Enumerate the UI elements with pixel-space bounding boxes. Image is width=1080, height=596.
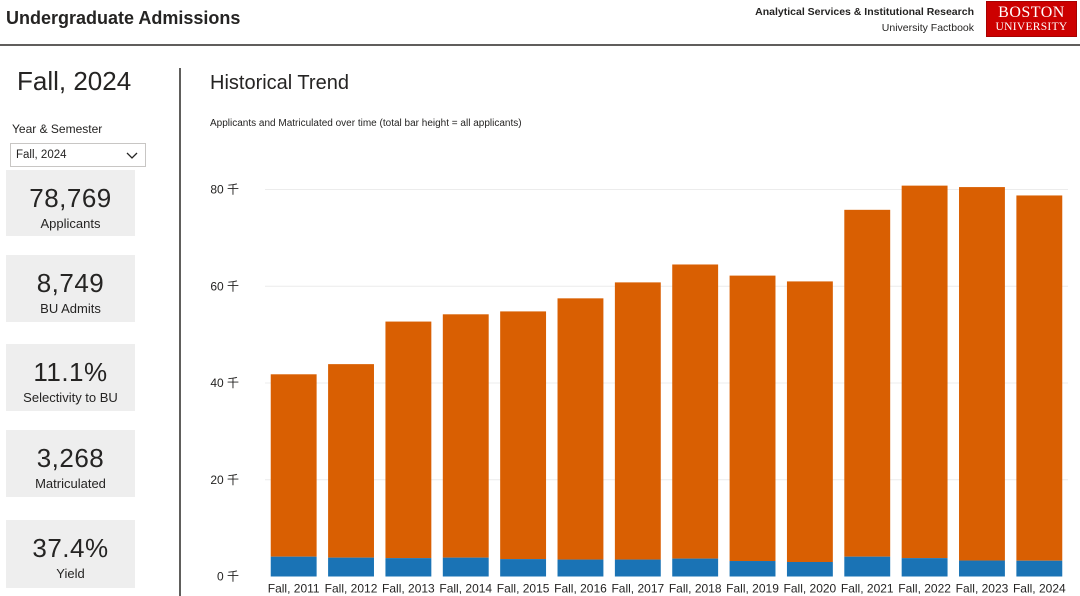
- page-title: Undergraduate Admissions: [6, 8, 241, 28]
- matriculated-bar: [786, 561, 833, 577]
- x-tick-label: Fall, 2011: [268, 582, 320, 596]
- kpi-label: Yield: [56, 566, 85, 581]
- kpi-label: BU Admits: [40, 301, 101, 316]
- historical-trend-chart: 0 千 20 千 40 千 60 千 80 千 Fall, 2011 Fall, 2012 F…: [210, 183, 1068, 596]
- kpi-card-selectivity: 11.1% Selectivity to BU: [6, 344, 135, 411]
- org-info: Analytical Services & Institutional Rese…: [755, 4, 974, 36]
- matriculated-bar: [901, 558, 948, 577]
- applicants-bar: [614, 282, 661, 560]
- x-tick-label: Fall, 2018: [669, 582, 722, 596]
- applicants-bar: [270, 374, 317, 557]
- x-tick-label: Fall, 2021: [841, 582, 894, 596]
- applicants-bar: [1016, 195, 1063, 561]
- boston-university-logo: BOSTON UNIVERSITY: [986, 1, 1077, 37]
- chevron-down-icon: [126, 152, 138, 159]
- x-tick-label: Fall, 2020: [784, 582, 837, 596]
- x-tick-label: Fall, 2012: [325, 582, 378, 596]
- matriculated-bar: [844, 556, 891, 577]
- x-tick-label: Fall, 2023: [956, 582, 1009, 596]
- kpi-label: Selectivity to BU: [23, 390, 118, 405]
- matriculated-bar: [328, 557, 374, 577]
- y-tick-label: 80 千: [210, 183, 239, 197]
- matriculated-bar: [270, 556, 317, 577]
- x-tick-label: Fall, 2019: [726, 582, 779, 596]
- applicants-bar: [328, 364, 374, 558]
- y-tick-label: 60 千: [210, 279, 239, 293]
- x-tick-label: Fall, 2013: [382, 582, 435, 596]
- y-tick-label: 20 千: [210, 473, 239, 487]
- applicants-bar: [672, 264, 719, 559]
- kpi-value: 11.1%: [33, 357, 108, 387]
- matriculated-bar: [729, 561, 776, 577]
- applicants-bar: [844, 209, 891, 557]
- matriculated-bar: [385, 558, 432, 577]
- kpi-label: Applicants: [40, 216, 101, 231]
- matriculated-bar: [959, 560, 1005, 577]
- chart-title: Historical Trend: [210, 72, 349, 94]
- selected-semester-heading: Fall, 2024: [17, 66, 132, 96]
- applicants-bar: [959, 187, 1005, 561]
- kpi-label: Matriculated: [35, 476, 106, 491]
- kpi-value: 37.4%: [32, 533, 109, 563]
- kpi-value: 78,769: [29, 183, 112, 213]
- kpi-value: 8,749: [36, 268, 105, 298]
- applicants-bar: [786, 281, 833, 562]
- applicants-bar: [729, 275, 776, 562]
- applicants-bar: [500, 311, 547, 560]
- org-name: Analytical Services & Institutional Rese…: [755, 6, 974, 18]
- chart-subtitle: Applicants and Matriculated over time (t…: [210, 118, 522, 129]
- kpi-card-yield: 37.4% Yield: [6, 520, 135, 588]
- x-tick-label: Fall, 2024: [1013, 582, 1066, 596]
- applicants-bar: [557, 298, 604, 560]
- year-semester-dropdown[interactable]: Fall, 2024: [10, 143, 146, 167]
- dropdown-value: Fall, 2024: [16, 149, 67, 161]
- header-bar: Undergraduate Admissions Analytical Serv…: [0, 0, 1080, 44]
- logo-word-university: UNIVERSITY: [995, 21, 1068, 33]
- y-tick-label: 0 千: [217, 570, 239, 584]
- x-tick-label: Fall, 2017: [611, 582, 664, 596]
- factbook-label: University Factbook: [881, 22, 974, 34]
- matriculated-bar: [557, 559, 604, 577]
- y-tick-label: 40 千: [210, 376, 239, 390]
- x-tick-label: Fall, 2014: [439, 582, 492, 596]
- sidebar: Fall, 2024 Year & Semester Fall, 2024 78…: [0, 46, 170, 596]
- header-divider: [0, 44, 1080, 46]
- matriculated-bar: [614, 559, 661, 577]
- matriculated-bar: [500, 559, 547, 577]
- applicants-bar: [385, 321, 432, 559]
- applicants-bar: [901, 185, 948, 559]
- kpi-card-applicants: 78,769 Applicants: [6, 170, 135, 236]
- kpi-card-bu-admits: 8,749 BU Admits: [6, 255, 135, 322]
- matriculated-bar: [1016, 560, 1063, 577]
- kpi-card-matriculated: 3,268 Matriculated: [6, 430, 135, 497]
- kpi-value: 3,268: [36, 443, 105, 473]
- section-divider: [179, 68, 181, 596]
- x-tick-label: Fall, 2022: [898, 582, 951, 596]
- logo-word-boston: BOSTON: [998, 4, 1065, 21]
- slicer-label: Year & Semester: [12, 122, 103, 136]
- x-tick-label: Fall, 2015: [497, 582, 550, 596]
- applicants-bar: [442, 314, 489, 558]
- matriculated-bar: [442, 557, 489, 577]
- x-tick-label: Fall, 2016: [554, 582, 607, 596]
- matriculated-bar: [672, 558, 719, 577]
